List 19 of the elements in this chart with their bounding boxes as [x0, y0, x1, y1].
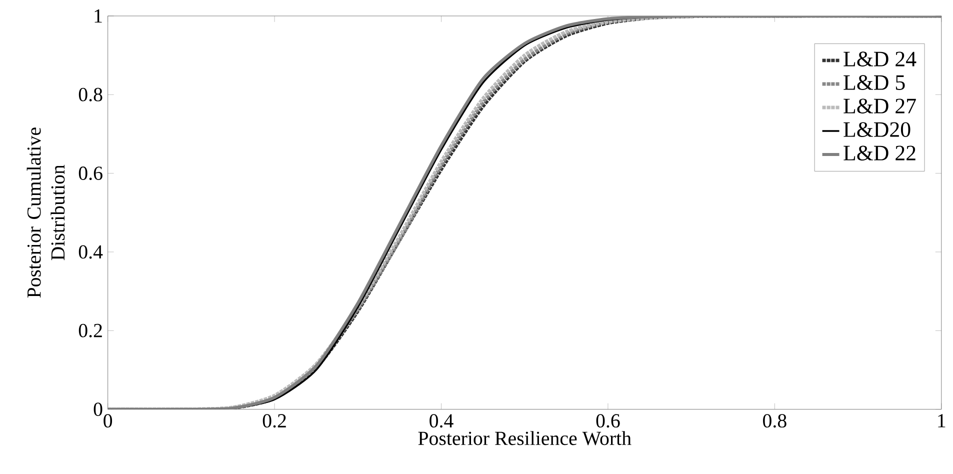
y-tick-label: 0 — [94, 402, 102, 416]
y-tick-label: 0.6 — [78, 166, 102, 180]
x-tick-label: 0 — [104, 414, 112, 428]
x-tick-label: 1 — [938, 414, 946, 428]
x-tick-label: 0.4 — [430, 414, 454, 428]
legend-label: L&D20 — [844, 122, 910, 137]
y-tick-label: 0.4 — [78, 245, 103, 259]
y-tick-label: 0.2 — [78, 324, 102, 338]
x-tick-label: 0.8 — [763, 414, 786, 428]
legend-label: L&D 27 — [844, 98, 916, 114]
y-tick-label: 0.8 — [78, 88, 102, 102]
x-axis-title: Posterior Resilience Worth — [418, 431, 632, 446]
x-tick-label: 0.2 — [262, 414, 286, 428]
legend-label: L&D 22 — [844, 146, 916, 160]
x-tick-label: 0.6 — [596, 414, 620, 428]
y-tick-label: 1 — [94, 9, 102, 22]
legend-label: L&D 5 — [844, 75, 905, 90]
y-axis-title: Posterior Cumulative Distribution — [26, 128, 65, 298]
legend-label: L&D 24 — [844, 52, 916, 66]
